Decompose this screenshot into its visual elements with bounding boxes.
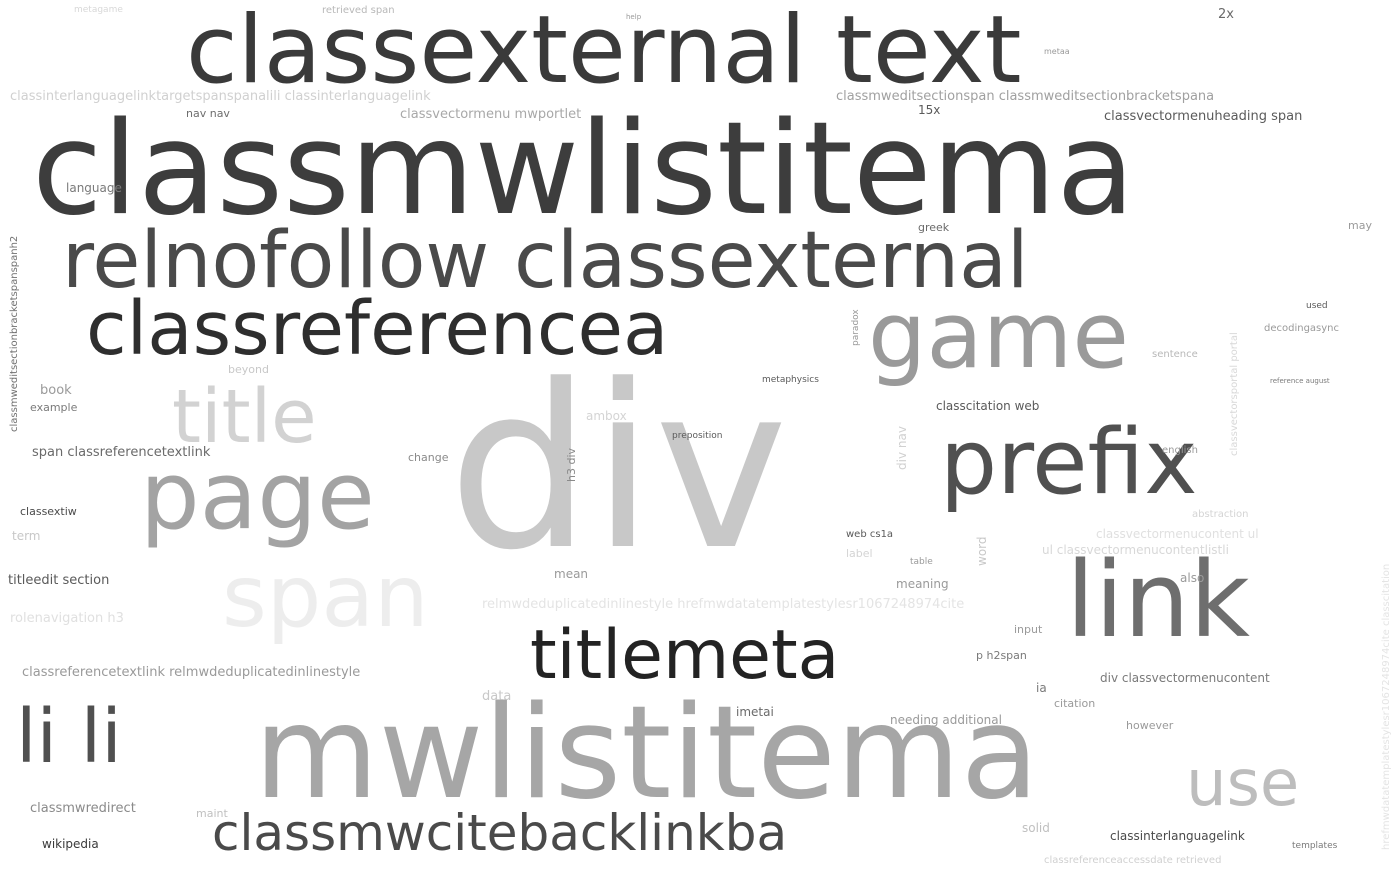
cloud-word: p h2span [976,649,1027,662]
cloud-word: also [1180,571,1205,585]
cloud-word: classreferencea [86,286,669,372]
cloud-word: reference august [1270,377,1330,385]
cloud-word: metaa [1044,47,1070,56]
cloud-word: imetai [736,705,774,719]
cloud-word: input [1014,623,1043,636]
cloud-word: may [1348,219,1372,232]
cloud-word: div classvectormenucontent [1100,671,1270,685]
cloud-word: paradox [851,309,861,346]
cloud-word: mean [554,567,589,581]
cloud-word: retrieved span [322,5,395,16]
cloud-word: used [1306,301,1328,311]
cloud-word: classinterlanguagelinktargetspanspanalil… [10,89,431,104]
cloud-word: data [482,689,512,704]
cloud-word: ia [1036,681,1047,695]
cloud-word: classcitation web [936,399,1040,413]
cloud-word: table [910,557,933,567]
cloud-word: classvectormenu mwportlet [400,107,582,122]
cloud-word: classinterlanguagelink [1110,829,1245,843]
cloud-word: titlemeta [530,616,840,695]
cloud-word: book [40,383,72,398]
cloud-word: mwlistitema [254,679,1039,828]
cloud-word: classextiw [20,505,77,518]
cloud-word: sentence [1152,349,1198,360]
cloud-word: classvectormenucontent ul [1096,527,1259,541]
cloud-word: ambox [586,409,627,423]
cloud-word: link [1066,539,1250,661]
cloud-word: hrefmwdatatemplatestylesr1067248974cite … [1381,563,1392,850]
cloud-word: use [1186,747,1300,821]
cloud-word: classvectormenuheading span [1104,109,1303,124]
cloud-word: title [172,374,317,460]
cloud-word: classmweditsectionspan classmweditsectio… [836,89,1215,104]
cloud-word: classexternal text [186,0,1022,105]
cloud-word: metagame [74,5,123,15]
cloud-word: word [975,536,989,567]
cloud-word: relmwdeduplicatedinlinestyle hrefmwdatat… [482,597,965,612]
cloud-word: classreferencetextlink relmwdeduplicated… [22,665,361,680]
cloud-word: classmwredirect [30,801,136,816]
cloud-word: web cs1a [846,529,894,540]
cloud-word: ul classvectormenucontentlistli [1042,543,1229,557]
cloud-word: templates [1292,841,1338,851]
cloud-word: li li [16,694,122,780]
cloud-word: div [448,337,788,600]
cloud-word: citation [1054,697,1096,710]
cloud-word: classmwcitebacklinkba [212,804,788,862]
cloud-word: maint [196,807,228,820]
cloud-word: span [222,547,429,647]
cloud-word: greek [918,221,950,234]
cloud-word: example [30,401,78,414]
cloud-word: wikipedia [42,837,99,851]
cloud-word: classvectorsportal portal [1229,332,1240,456]
cloud-word: beyond [228,363,269,376]
cloud-word: prefix [940,410,1198,515]
cloud-word: decodingasync [1264,323,1340,334]
cloud-word: label [846,547,873,560]
cloud-word: needing additional [890,713,1002,727]
cloud-word: classmwlistitema [32,95,1135,244]
cloud-word: nav nav [186,107,230,120]
cloud-word: abstraction [1192,509,1249,520]
cloud-word: metaphysics [762,375,819,385]
cloud-word: meaning [896,577,949,591]
cloud-word: term [12,529,41,543]
cloud-word: rolenavigation h3 [10,611,124,626]
cloud-word: classmweditsectionbracketspanspanh2 [9,235,20,432]
cloud-word: h3 div [565,447,578,482]
cloud-word: change [408,451,449,464]
cloud-word: 2x [1218,7,1234,22]
cloud-word: titleedit section [8,573,110,588]
cloud-word: english [1162,445,1198,456]
cloud-word: solid [1022,821,1050,835]
cloud-word: preposition [672,431,723,441]
cloud-word: relnofollow classexternal [62,216,1029,306]
cloud-word: span classreferencetextlink [32,445,211,460]
cloud-word: language [66,181,122,195]
cloud-word: however [1126,719,1174,732]
cloud-word: help [626,13,642,21]
cloud-word: game [868,282,1129,389]
cloud-word: div nav [895,426,909,470]
cloud-word: 15x [918,103,941,117]
cloud-word: classreferenceaccessdate retrieved [1044,855,1222,866]
cloud-word: page [140,442,375,551]
